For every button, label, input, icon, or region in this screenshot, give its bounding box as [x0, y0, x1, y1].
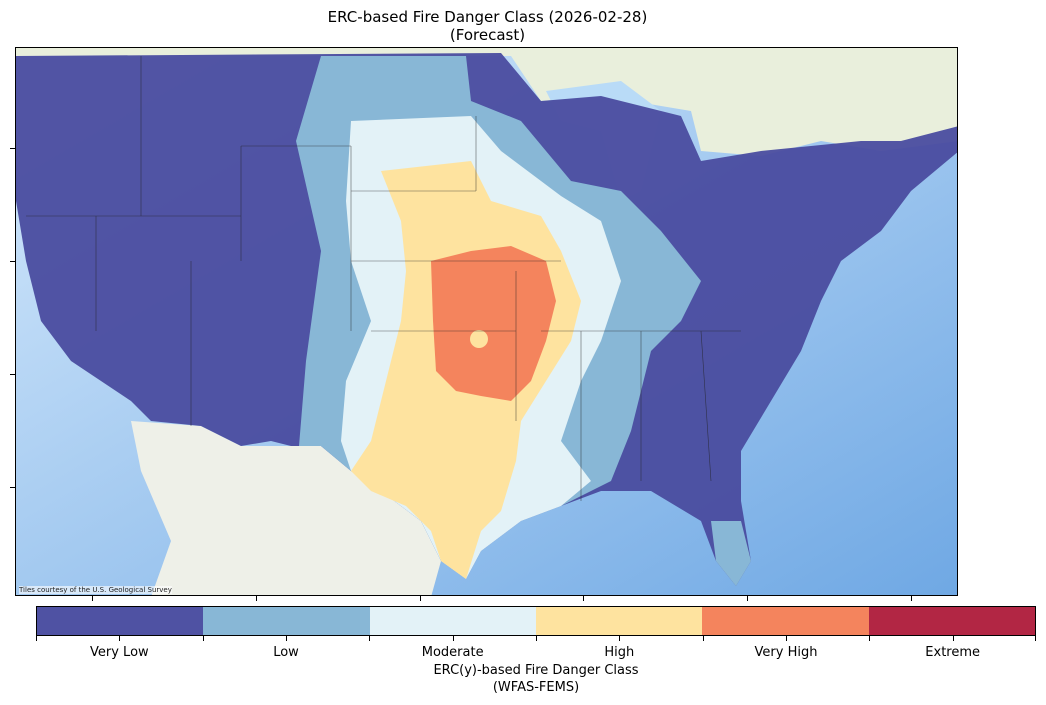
colorbar-title: ERC(y)-based Fire Danger Class [433, 663, 639, 678]
zone-high-pocket [470, 330, 488, 348]
colorbar-tick [36, 636, 37, 641]
x-axis-tick [747, 596, 748, 601]
colorbar-segment-high [535, 607, 703, 635]
colorbar-label: Very Low [90, 645, 149, 660]
map-canvas [16, 48, 957, 595]
chart-subtitle: (Forecast) [449, 26, 526, 44]
colorbar-label: Extreme [925, 645, 981, 660]
map-attribution: Tiles courtesy of the U.S. Geological Su… [19, 586, 172, 594]
chart-title: ERC-based Fire Danger Class (2026-02-28) [327, 8, 648, 26]
zone-very-high [431, 246, 556, 401]
y-axis-tick [10, 148, 15, 149]
colorbar-tick [786, 636, 787, 641]
colorbar-label: Very High [754, 645, 818, 660]
y-axis-tick [10, 374, 15, 375]
colorbar-label: Low [273, 645, 299, 660]
colorbar-segment-moderate [369, 607, 536, 635]
state-borders [26, 56, 741, 501]
fire-danger-map[interactable]: Tiles courtesy of the U.S. Geological Su… [15, 47, 958, 596]
zone-low-florida [711, 521, 751, 586]
x-axis-tick [420, 596, 421, 601]
colorbar-tick [286, 636, 287, 641]
y-axis-tick [10, 487, 15, 488]
canada-land [16, 48, 957, 156]
x-axis-tick [256, 596, 257, 601]
colorbar-label: Moderate [421, 645, 484, 660]
colorbar-segment-very-high [702, 607, 869, 635]
colorbar-tick [952, 636, 954, 641]
y-axis-tick [10, 261, 15, 262]
colorbar-tick [702, 636, 704, 641]
mexico-land [131, 421, 441, 595]
colorbar-segment-very-low [37, 607, 204, 635]
colorbar-tick [369, 636, 371, 641]
colorbar-tick [1035, 636, 1036, 641]
colorbar-tick [536, 636, 537, 641]
colorbar [36, 606, 1036, 636]
x-axis-tick [92, 596, 93, 601]
x-axis-tick [583, 596, 584, 601]
colorbar-tick [452, 636, 454, 641]
colorbar-segment-low [203, 607, 370, 635]
colorbar-tick [119, 636, 121, 641]
colorbar-tick [619, 636, 621, 641]
colorbar-tick [869, 636, 871, 641]
colorbar-label: High [604, 645, 635, 660]
colorbar-tick [202, 636, 204, 641]
x-axis-tick [911, 596, 912, 601]
colorbar-subtitle: (WFAS-FEMS) [492, 680, 580, 695]
colorbar-segment-extreme [868, 607, 1035, 635]
